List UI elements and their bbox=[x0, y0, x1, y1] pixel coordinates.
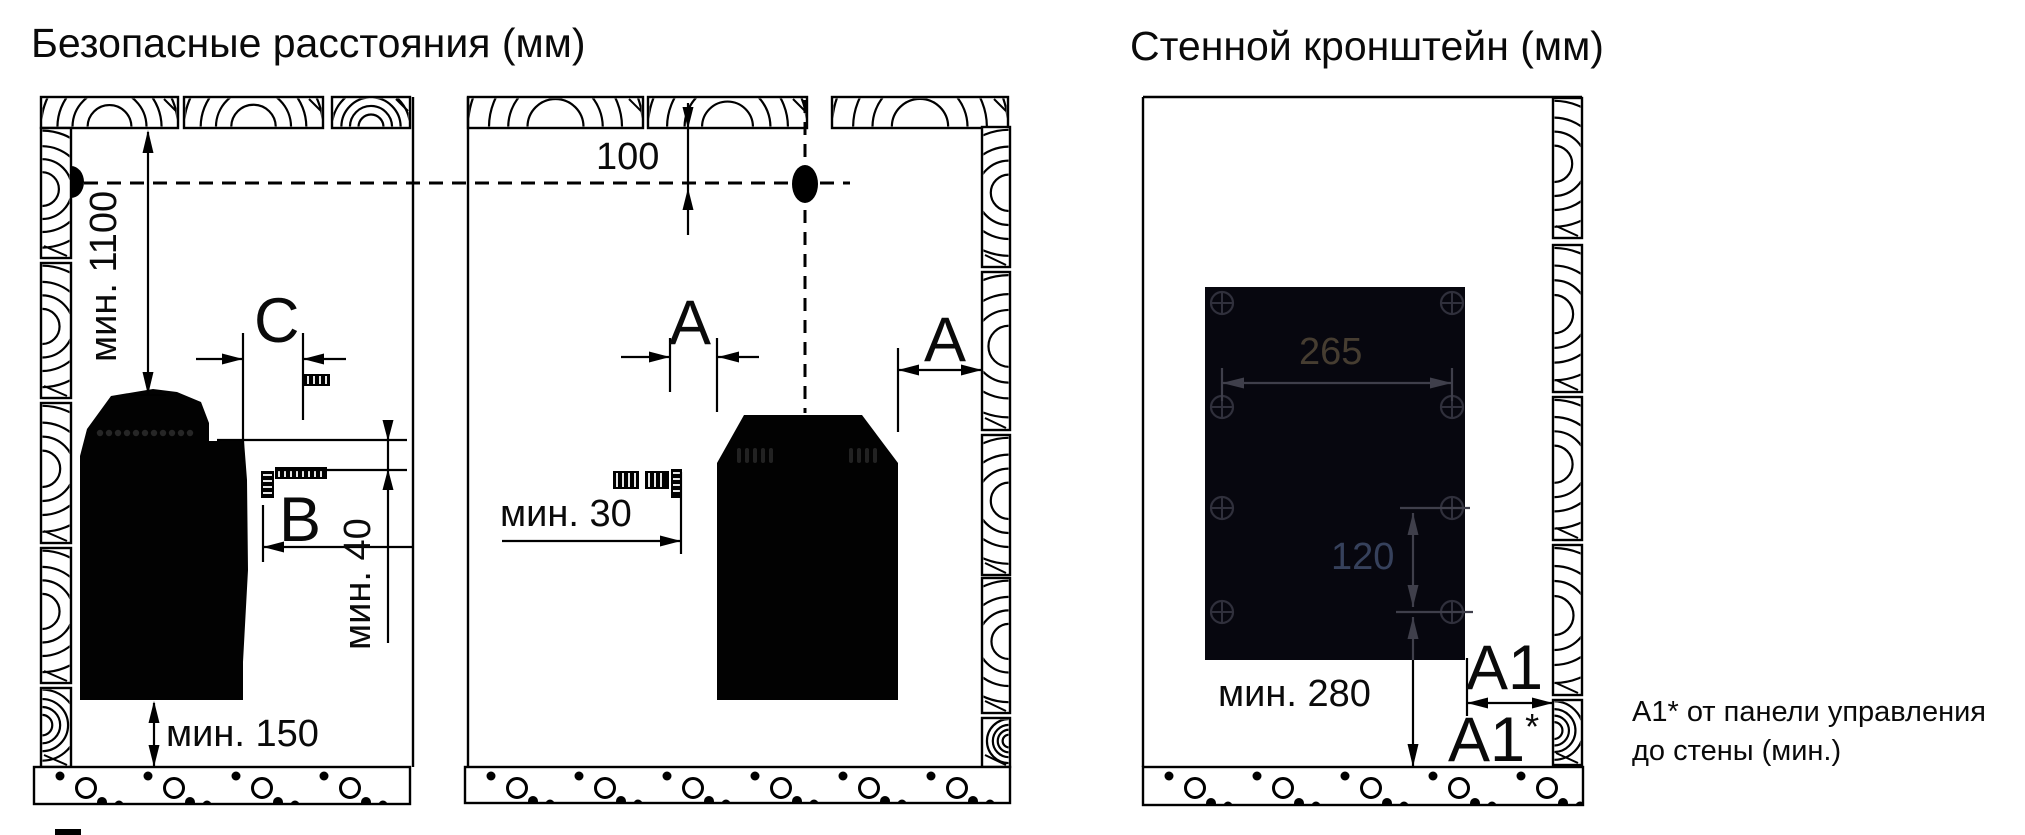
log-block bbox=[466, 95, 645, 130]
dim-min-40: мин. 40 bbox=[337, 518, 379, 650]
a1-star-mark: * bbox=[1525, 706, 1540, 747]
heater-front-view bbox=[717, 415, 898, 700]
log-block bbox=[39, 261, 73, 400]
floor-slab bbox=[463, 765, 1012, 805]
dim-a-right: A bbox=[924, 305, 967, 375]
log-block bbox=[39, 95, 180, 130]
sensor-front-view bbox=[792, 165, 818, 203]
dim-c: C bbox=[254, 286, 300, 356]
wall-logs bbox=[39, 95, 1584, 769]
knob-rib bbox=[671, 469, 682, 498]
log-block bbox=[980, 716, 1012, 769]
screw-icon bbox=[1439, 290, 1465, 316]
floor-slab bbox=[32, 765, 412, 806]
note-a1-line2: до стены (мин.) bbox=[1632, 735, 1842, 767]
log-block bbox=[39, 686, 73, 769]
log-block bbox=[1551, 243, 1584, 394]
dim-min-280: мин. 280 bbox=[1218, 673, 1371, 715]
dim-min-30-lines bbox=[502, 472, 683, 554]
title-safe-distances: Безопасные расстояния (мм) bbox=[31, 20, 586, 66]
log-block bbox=[1551, 96, 1584, 240]
log-block bbox=[182, 95, 325, 130]
knob-rib bbox=[275, 467, 327, 479]
heater-side-view bbox=[80, 389, 248, 700]
log-block bbox=[830, 95, 1010, 130]
dim-min-150: мин. 150 bbox=[166, 713, 319, 755]
log-block bbox=[39, 546, 73, 685]
dim-min-1100-lines bbox=[131, 130, 166, 397]
bracket-plate bbox=[1205, 287, 1465, 660]
log-block bbox=[980, 125, 1012, 269]
control-knobs bbox=[261, 374, 682, 498]
heater-front-vents bbox=[737, 448, 877, 463]
knob-rib bbox=[304, 374, 330, 386]
screw-icon bbox=[1209, 290, 1235, 316]
dim-100-lines bbox=[682, 103, 694, 235]
note-a1-line1: А1* от панели управления bbox=[1632, 696, 1987, 728]
panel-borders bbox=[411, 95, 1582, 767]
log-block bbox=[39, 401, 73, 545]
dim-a1-lines bbox=[1465, 658, 1553, 716]
heater-side-vents bbox=[96, 429, 194, 437]
log-block bbox=[980, 270, 1012, 432]
dim-a-left: A bbox=[669, 288, 712, 358]
log-block bbox=[980, 433, 1012, 577]
dim-100: 100 bbox=[596, 136, 660, 178]
dim-a1: A1 bbox=[1466, 633, 1544, 703]
dim-min-30: мин. 30 bbox=[500, 493, 632, 535]
log-block bbox=[646, 95, 809, 130]
log-block bbox=[1551, 543, 1584, 697]
dim-min-40-lines bbox=[217, 420, 407, 643]
dim-265: 265 bbox=[1299, 331, 1363, 373]
dim-a-left-lines bbox=[621, 338, 759, 412]
dim-a1-star: A1* bbox=[1448, 707, 1539, 774]
log-block bbox=[330, 95, 412, 130]
cropped-text-fragment bbox=[55, 829, 81, 835]
floor-slab bbox=[1141, 765, 1585, 807]
knob-rib bbox=[613, 471, 639, 489]
knob-rib bbox=[261, 471, 274, 498]
log-block bbox=[1551, 395, 1584, 542]
dim-120: 120 bbox=[1331, 536, 1395, 578]
dim-120-lines bbox=[1396, 506, 1473, 614]
dim-b-lines bbox=[261, 505, 413, 562]
dim-min-280-lines bbox=[1407, 617, 1419, 767]
note-a1: А1* от панели управления до стены (мин.) bbox=[1632, 693, 1986, 771]
log-block bbox=[980, 576, 1012, 715]
screw-icon bbox=[1209, 495, 1235, 521]
dim-265-lines bbox=[1220, 368, 1454, 401]
dim-a-right-lines bbox=[896, 348, 982, 432]
title-wall-bracket: Стенной кронштейн (мм) bbox=[1130, 23, 1604, 69]
floors bbox=[32, 765, 1585, 807]
dim-min-150-lines bbox=[148, 701, 160, 767]
log-block bbox=[1551, 698, 1584, 767]
a1-star-label: A1 bbox=[1448, 705, 1526, 775]
knob-rib bbox=[645, 471, 669, 489]
dim-min-1100: мин. 1100 bbox=[83, 190, 125, 362]
screw-icon bbox=[1209, 599, 1235, 625]
dim-b: B bbox=[279, 485, 322, 555]
sensor-side-view bbox=[71, 166, 84, 198]
